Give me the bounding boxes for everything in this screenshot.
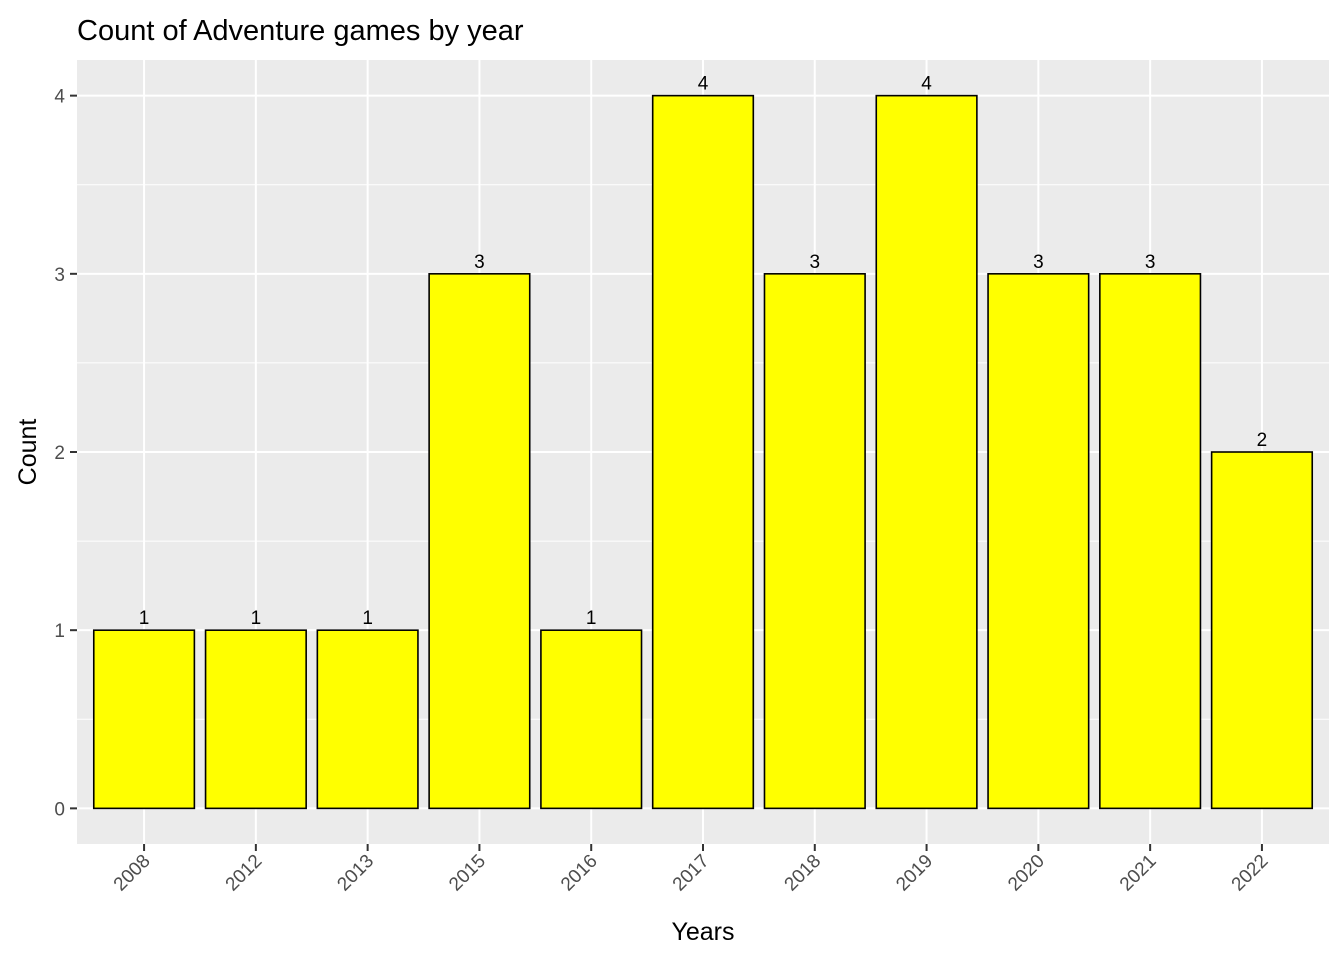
bar-2013 <box>316 629 419 810</box>
x-tick-label: 2018 <box>781 851 826 896</box>
data-label-2022: 2 <box>1257 430 1268 451</box>
data-label-2018: 3 <box>809 252 820 273</box>
bar-2008 <box>92 629 196 810</box>
bar-2022 <box>1210 451 1314 810</box>
data-label-2013: 1 <box>362 608 373 629</box>
x-tick-label: 2016 <box>557 851 602 896</box>
data-label-2019: 4 <box>921 74 932 95</box>
data-labels: 1 1 1 3 1 4 3 4 3 3 2 <box>139 74 1267 630</box>
x-tick-label: 2017 <box>669 851 714 896</box>
x-tick-label: 2013 <box>333 851 378 896</box>
x-axis-title: Years <box>671 918 734 946</box>
y-tick-label: 4 <box>54 87 65 108</box>
y-axis-title: Count <box>14 419 42 486</box>
data-label-2012: 1 <box>251 608 262 629</box>
data-label-2015: 3 <box>474 252 485 273</box>
x-tick-label: 2021 <box>1116 851 1161 896</box>
y-tick-label: 3 <box>54 265 65 286</box>
bar-2019 <box>875 94 978 810</box>
x-tick-label: 2015 <box>445 851 490 896</box>
chart-title: Count of Adventure games by year <box>77 15 524 47</box>
x-axis: 2008 2012 2013 2015 2016 2017 2018 2019 2020 2021… <box>110 844 1273 896</box>
x-tick-label: 2022 <box>1228 851 1273 896</box>
bars <box>92 94 1314 810</box>
bar-2015 <box>428 273 531 810</box>
y-tick-label: 2 <box>54 443 65 464</box>
bar-2020 <box>987 273 1090 810</box>
data-label-2021: 3 <box>1145 252 1156 273</box>
bar-2018 <box>763 273 866 810</box>
data-label-2016: 1 <box>586 608 597 629</box>
x-tick-label: 2012 <box>222 851 267 896</box>
x-tick-label: 2008 <box>110 851 155 896</box>
bar-2021 <box>1099 273 1202 810</box>
data-label-2008: 1 <box>139 608 150 629</box>
y-tick-label: 0 <box>54 799 65 820</box>
bar-2016 <box>540 629 643 810</box>
data-label-2020: 3 <box>1033 252 1044 273</box>
x-tick-label: 2019 <box>892 851 937 896</box>
bar-2017 <box>651 94 755 810</box>
bar-2012 <box>204 629 307 810</box>
data-label-2017: 4 <box>698 74 709 95</box>
x-tick-label: 2020 <box>1004 851 1049 896</box>
y-tick-label: 1 <box>54 621 65 642</box>
y-axis: 0 1 2 3 4 <box>54 87 77 820</box>
